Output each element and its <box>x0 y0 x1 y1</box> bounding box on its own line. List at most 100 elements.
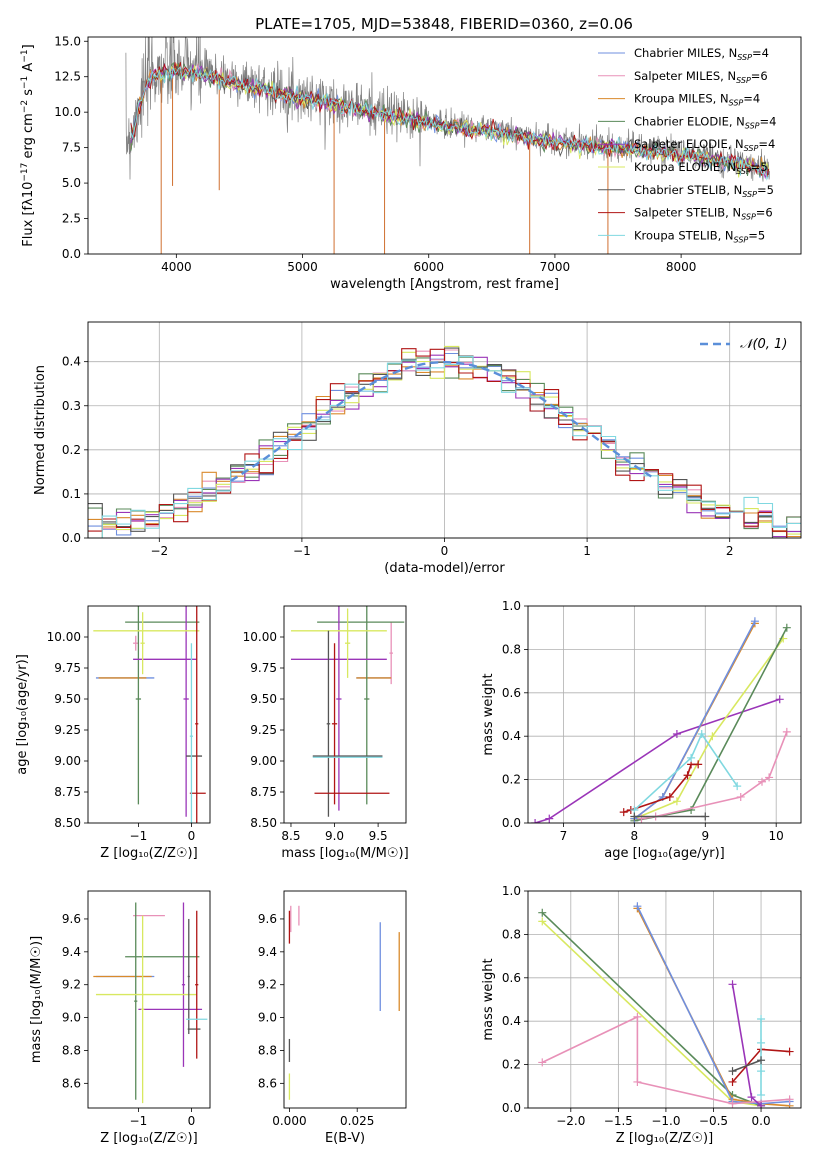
label-part: 10 <box>21 182 36 199</box>
x-tick-label: 1 <box>583 544 591 558</box>
model-spectrum <box>130 62 770 178</box>
label-part: −2 <box>20 100 30 113</box>
y-axis-label: Normed distribution <box>33 365 48 495</box>
legend-suffix: =4 <box>758 137 775 151</box>
x-axis-label: Z [log₁₀(Z/Z☉)] <box>100 846 197 861</box>
chart-panels: 4000 5000 6000 7000 80000.02.55.07.510.012.5… <box>15 34 802 1146</box>
y-tick-label: 8.8 <box>62 1043 81 1057</box>
label-part: −1 <box>20 76 30 89</box>
weight-marker <box>633 902 642 911</box>
legend-text: Salpeter MILES, N <box>634 69 736 83</box>
legend-text: Salpeter STELIB, N <box>634 206 741 220</box>
weight-marker <box>630 812 639 821</box>
y-axis-label: Flux [fλ10−17 erg cm−2 s−1 A−1] <box>20 44 36 246</box>
label-part: λ <box>21 198 36 206</box>
weight-marker <box>747 1093 756 1102</box>
x-tick-label: 6000 <box>413 260 444 274</box>
label-part: mass weight <box>481 673 496 755</box>
weight-line <box>732 1059 762 1072</box>
weight-line <box>541 920 762 1107</box>
weight-marker <box>775 695 784 704</box>
y-tick-label: 9.50 <box>54 692 81 706</box>
label-part: Normed distribution <box>33 365 48 495</box>
weight-marker <box>728 980 737 989</box>
legend-label: Salpeter ELODIE, NSSP=4 <box>634 137 775 153</box>
y-tick-label: 9.25 <box>54 723 81 737</box>
x-axis-label: E(B-V) <box>325 1131 365 1146</box>
legend-label: 𝒩(0, 1) <box>740 337 787 352</box>
x-tick-label: 9 <box>701 829 709 843</box>
x-tick-label: 8000 <box>666 260 697 274</box>
legend-text: Chabrier ELODIE, N <box>634 114 745 128</box>
label-part: erg cm <box>21 113 36 162</box>
legend-suffix: =6 <box>756 206 773 220</box>
y-tick-label: 8.50 <box>54 816 81 830</box>
weight-marker <box>683 771 692 780</box>
y-tick-label: 8.6 <box>62 1076 81 1090</box>
legend-suffix: =5 <box>757 183 774 197</box>
legend-text: Kroupa MILES, N <box>634 92 729 106</box>
residuals-panel: −2 −1 0 1 2 0.0 0.1 0.2 0.3 0.4 𝒩(0, 1) (data-model… <box>33 321 802 576</box>
weight-marker <box>758 777 766 786</box>
label-part: mass [log₁₀(M/M☉)] <box>29 936 44 1063</box>
y-tick-label: 0.2 <box>502 773 521 787</box>
y-tick-label: 9.4 <box>258 945 277 959</box>
y-tick-label: 9.2 <box>258 978 277 992</box>
weight-marker <box>757 1038 766 1047</box>
legend-label: Kroupa STELIB, NSSP=5 <box>634 228 765 244</box>
x-axis-label: Z [log₁₀(Z/Z☉)] <box>616 1131 713 1146</box>
y-tick-label: 9.0 <box>258 1011 277 1025</box>
x-tick-label: −1 <box>130 1114 148 1128</box>
legend-subscript: SSP <box>741 213 756 222</box>
x-tick-label: 2 <box>726 544 734 558</box>
weight-marker <box>672 730 681 739</box>
legend-subscript: SSP <box>744 144 759 153</box>
weight-marker <box>728 1077 737 1086</box>
y-tick-label: 9.75 <box>250 661 277 675</box>
y-tick-label: 9.6 <box>258 912 277 926</box>
y-tick-label: 0.2 <box>62 443 81 457</box>
y-tick-label: 9.2 <box>62 978 81 992</box>
y-tick-label: 0.4 <box>502 1014 521 1028</box>
legend-subscript: SSP <box>729 99 744 108</box>
y-tick-label: 9.6 <box>62 912 81 926</box>
legend-suffix: =5 <box>748 228 765 242</box>
weight-marker <box>757 1067 766 1076</box>
legend-label: Chabrier STELIB, NSSP=5 <box>634 183 774 199</box>
legend-suffix: =6 <box>751 69 768 83</box>
weight-marker <box>545 814 554 823</box>
x-tick-label: 9.0 <box>325 829 344 843</box>
legend-subscript: SSP <box>734 235 749 244</box>
y-axis-label: mass [log₁₀(M/M☉)] <box>29 936 44 1063</box>
y-tick-label: 5.0 <box>62 176 81 190</box>
label-part: ] <box>21 44 36 49</box>
x-tick-label: 9.5 <box>369 829 388 843</box>
label-part: age [log₁₀(age/yr)] <box>15 654 30 775</box>
y-axis-label: mass weight <box>481 958 496 1040</box>
y-tick-label: 2.5 <box>62 212 81 226</box>
x-tick-label: 0.000 <box>272 1114 306 1128</box>
weight-marker <box>531 819 540 823</box>
mass_vs_ebv-panel: 0.000 0.025 8.6 8.8 9.0 9.2 9.4 9.6 E(B-V) <box>258 890 407 1146</box>
weight-marker <box>785 1047 794 1056</box>
y-tick-label: 0.3 <box>62 399 81 413</box>
y-tick-label: 10.0 <box>54 105 81 119</box>
weight-marker <box>538 917 547 926</box>
weight-marker <box>728 1067 737 1076</box>
x-tick-label: −1 <box>130 829 148 843</box>
weight-line <box>641 731 788 820</box>
weight-marker <box>665 792 674 801</box>
y-tick-label: 9.0 <box>62 1011 81 1025</box>
x-axis-label: mass [log₁₀(M/M☉)] <box>281 846 408 861</box>
y-tick-label: 0.4 <box>502 729 521 743</box>
axes-frame <box>283 605 407 824</box>
label-part: −17 <box>20 163 30 182</box>
legend-text: Chabrier STELIB, N <box>634 183 742 197</box>
legend-label: Salpeter MILES, NSSP=6 <box>634 69 768 85</box>
y-tick-label: 8.50 <box>250 816 277 830</box>
legend-suffix: =5 <box>751 160 768 174</box>
y-tick-label: 12.5 <box>54 70 81 84</box>
model-spectrum <box>130 63 770 180</box>
y-tick-label: 0.6 <box>502 971 521 985</box>
